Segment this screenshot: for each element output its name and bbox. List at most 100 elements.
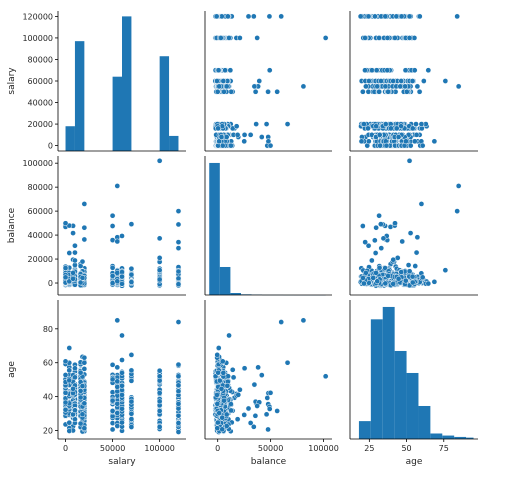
scatter-point	[110, 362, 115, 367]
scatter-point	[363, 270, 368, 275]
scatter-point	[248, 132, 253, 137]
scatter-point	[404, 89, 409, 94]
panel-age-vs-age	[350, 300, 478, 439]
scatter-point	[236, 392, 241, 397]
scatter-point	[414, 132, 419, 137]
scatter-point	[80, 412, 85, 417]
scatter-point	[115, 365, 120, 370]
y-axis-label: balance	[7, 207, 17, 243]
scatter-point	[157, 408, 162, 413]
scatter-point	[410, 126, 415, 131]
scatter-point	[216, 126, 221, 131]
scatter-point	[110, 223, 115, 228]
scatter-point	[378, 78, 383, 83]
scatter-point	[176, 282, 181, 287]
scatter-point	[399, 78, 404, 83]
scatter-point	[72, 243, 77, 248]
scatter-point	[358, 14, 363, 19]
scatter-point	[399, 269, 404, 274]
scatter-point	[217, 84, 222, 89]
scatter-point	[82, 355, 87, 360]
panel-salary-vs-balance	[205, 11, 332, 151]
histogram-bar	[430, 433, 442, 439]
scatter-point	[63, 400, 68, 405]
scatter-point	[257, 78, 262, 83]
scatter-point	[215, 352, 220, 357]
scatter-point	[115, 423, 120, 428]
scatter-point	[391, 257, 396, 262]
scatter-point	[115, 279, 120, 284]
scatter-point	[225, 383, 230, 388]
scatter-point	[119, 383, 124, 388]
scatter-point	[82, 201, 87, 206]
scatter-point	[215, 401, 220, 406]
scatter-point	[377, 132, 382, 137]
scatter-point	[224, 84, 229, 89]
scatter-point	[246, 406, 251, 411]
scatter-point	[226, 333, 231, 338]
x-axis-label: balance	[251, 457, 287, 467]
scatter-point	[372, 238, 377, 243]
scatter-point	[403, 278, 408, 283]
x-tick-label: 50000	[100, 444, 125, 453]
scatter-point	[129, 279, 134, 284]
scatter-point	[413, 121, 418, 126]
scatter-point	[408, 143, 413, 148]
scatter-point	[157, 255, 162, 260]
scatter-point	[456, 183, 461, 188]
y-tick-label: 60000	[28, 77, 53, 86]
scatter-point	[229, 408, 234, 413]
scatter-point	[375, 279, 380, 284]
histogram-bar	[418, 406, 430, 439]
scatter-point	[230, 367, 235, 372]
scatter-point	[383, 14, 388, 19]
scatter-point	[224, 412, 229, 417]
scatter-point	[374, 124, 379, 129]
scatter-point	[228, 68, 233, 73]
scatter-point	[129, 411, 134, 416]
scatter-point	[385, 35, 390, 40]
scatter-point	[157, 390, 162, 395]
scatter-point	[63, 265, 68, 270]
scatter-point	[119, 333, 124, 338]
scatter-point	[221, 398, 226, 403]
scatter-point	[216, 68, 221, 73]
scatter-point	[252, 84, 257, 89]
scatter-point	[403, 139, 408, 144]
scatter-point	[129, 368, 134, 373]
scatter-point	[67, 428, 72, 433]
scatter-point	[419, 201, 424, 206]
scatter-point	[432, 279, 437, 284]
scatter-point	[363, 84, 368, 89]
scatter-point	[279, 14, 284, 19]
scatter-point	[246, 14, 251, 19]
scatter-point	[235, 132, 240, 137]
scatter-point	[242, 366, 247, 371]
scatter-point	[214, 78, 219, 83]
panel-balance-vs-balance	[205, 156, 332, 295]
scatter-point	[388, 126, 393, 131]
scatter-point	[176, 429, 181, 434]
scatter-point	[216, 345, 221, 350]
scatter-point	[110, 213, 115, 218]
scatter-point	[443, 78, 448, 83]
panel-balance-vs-age	[350, 156, 478, 295]
scatter-point	[176, 269, 181, 274]
scatter-point	[360, 275, 365, 280]
scatter-point	[228, 143, 233, 148]
scatter-point	[80, 383, 85, 388]
y-tick-label: 40	[43, 393, 53, 402]
scatter-point	[412, 139, 417, 144]
scatter-point	[420, 275, 425, 280]
scatter-point	[402, 84, 407, 89]
scatter-point	[82, 426, 87, 431]
scatter-point	[417, 89, 422, 94]
scatter-point	[375, 84, 380, 89]
y-axis-label: salary	[7, 67, 17, 95]
scatter-point	[410, 280, 415, 285]
scatter-point	[383, 281, 388, 286]
x-tick-label: 100000	[144, 444, 175, 453]
scatter-point	[176, 413, 181, 418]
scatter-point	[82, 225, 87, 230]
x-tick-label: 0	[63, 444, 68, 453]
